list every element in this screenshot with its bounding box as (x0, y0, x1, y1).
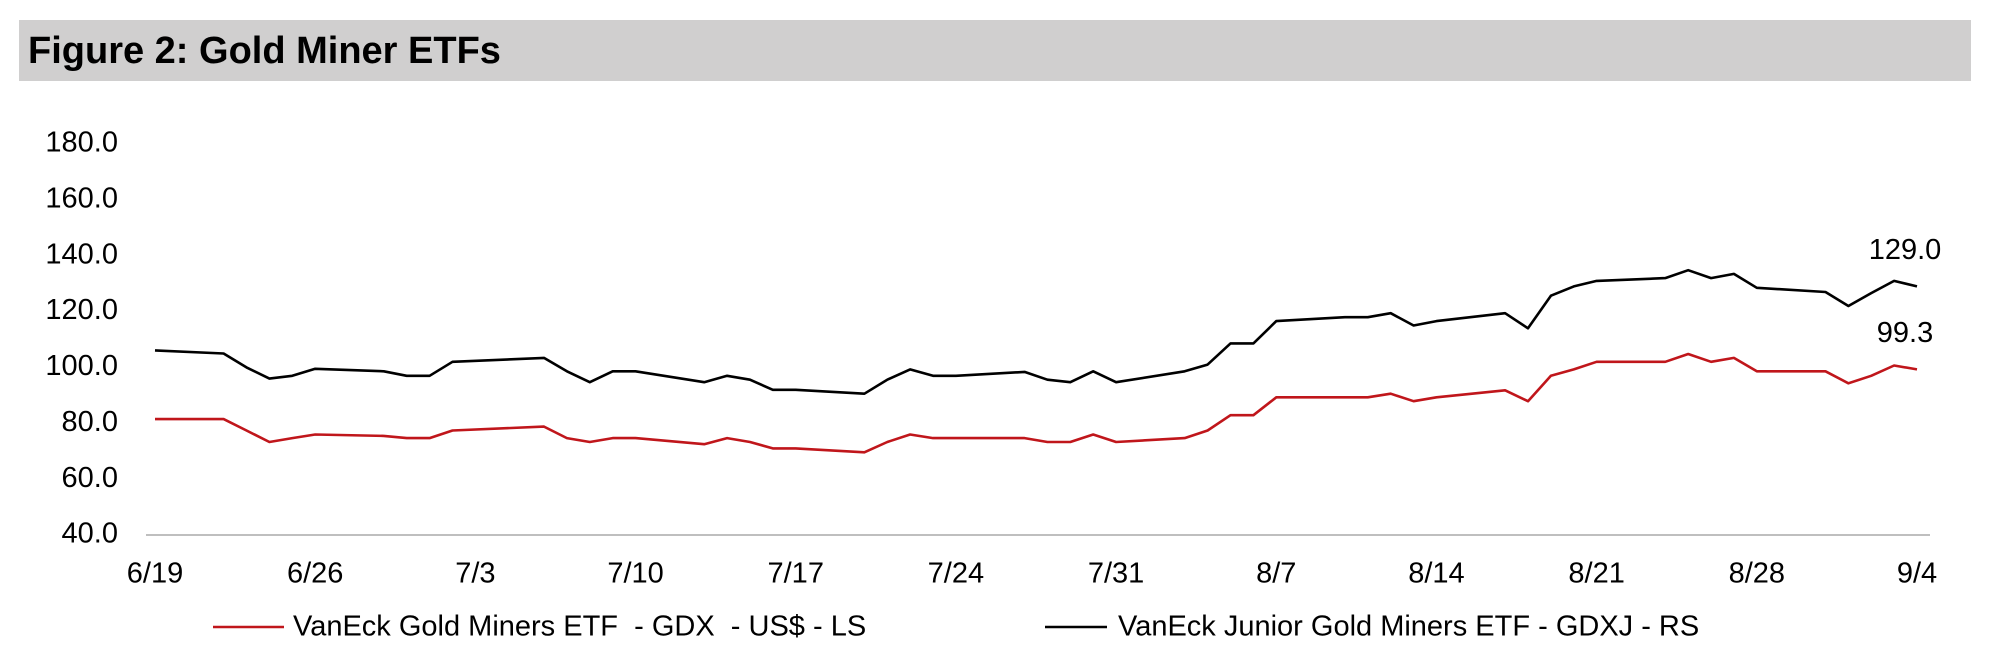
x-tick-label: 7/10 (607, 558, 663, 590)
x-tick-label: 7/31 (1088, 558, 1144, 590)
y-tick-label: 120.0 (45, 294, 118, 326)
x-tick-label: 7/3 (455, 558, 495, 590)
x-tick-label: 8/21 (1568, 558, 1624, 590)
y-tick-label: 160.0 (45, 183, 118, 215)
x-tick-label: 7/17 (768, 558, 824, 590)
series-line (155, 352, 1918, 454)
y-tick-label: 180.0 (45, 127, 118, 159)
end-label: 99.3 (1877, 317, 1933, 349)
end-label: 129.0 (1869, 234, 1942, 266)
y-tick-label: 140.0 (45, 238, 118, 270)
title-bar (19, 20, 1971, 81)
series-line (154, 268, 1918, 395)
x-tick-label: 6/26 (287, 558, 343, 590)
x-tick-label: 8/28 (1729, 558, 1785, 590)
y-tick-label: 40.0 (62, 518, 118, 550)
y-tick-label: 60.0 (62, 462, 118, 494)
x-tick-label: 8/7 (1256, 558, 1296, 590)
y-tick-label: 80.0 (62, 406, 118, 438)
x-tick-label: 6/19 (127, 558, 183, 590)
x-tick-label: 9/4 (1897, 558, 1937, 590)
legend-label: VanEck Junior Gold Miners ETF - GDXJ - R… (1118, 611, 1699, 643)
x-tick-label: 7/24 (928, 558, 984, 590)
legend-label: VanEck Gold Miners ETF - GDX - US$ - LS (293, 611, 866, 643)
y-tick-label: 100.0 (45, 350, 118, 382)
x-tick-label: 8/14 (1408, 558, 1464, 590)
chart-title: Figure 2: Gold Miner ETFs (28, 30, 501, 72)
